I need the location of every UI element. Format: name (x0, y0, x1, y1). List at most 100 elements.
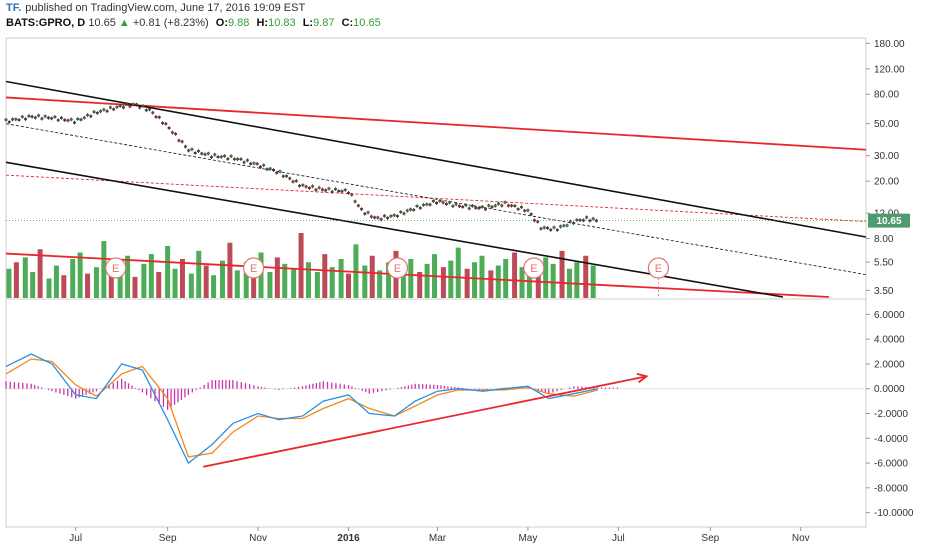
volume-bar (267, 272, 273, 298)
candle-body (229, 155, 233, 158)
price-tick-label: 30.00 (874, 151, 899, 162)
candle-body (383, 214, 386, 217)
earnings-marker-label: E (655, 263, 662, 275)
volume-bar (298, 233, 304, 298)
time-tick-label: Jul (69, 533, 82, 544)
volume-bar (148, 254, 154, 298)
candle-body (33, 116, 37, 119)
price-change: +0.81 (+8.23%) (132, 17, 209, 29)
candle-body (138, 106, 142, 109)
high-value: 10.83 (268, 17, 296, 29)
candle-body (542, 226, 546, 229)
candle-body (454, 203, 458, 206)
volume-bar (479, 255, 485, 298)
tradingview-logo[interactable]: TF. (6, 2, 22, 14)
candle-body (154, 115, 158, 118)
candle-body (321, 188, 324, 191)
candle-body (438, 199, 442, 202)
candle-body (441, 201, 445, 204)
earnings-marker (243, 257, 265, 279)
macd-tick-label: -8.0000 (874, 483, 908, 494)
candle-body (435, 202, 438, 205)
candle-body (415, 205, 419, 208)
volume-bar (53, 265, 59, 298)
volume-bar (274, 257, 280, 298)
candle-body (503, 201, 507, 204)
candle-body (11, 118, 14, 121)
candle-body (487, 204, 491, 207)
candle-body (526, 209, 530, 212)
volume-bar (6, 268, 12, 298)
volume-bar (369, 255, 375, 298)
volume-bar (30, 272, 36, 298)
candle-body (242, 161, 246, 164)
candle-body (272, 169, 275, 171)
macd-tick-label: 4.0000 (874, 335, 905, 346)
volume-bar (188, 273, 194, 298)
candle-body (510, 204, 514, 207)
candle-body (281, 175, 285, 178)
red-upper-trendline (5, 96, 867, 151)
candle-body (484, 208, 487, 211)
candle-body (37, 114, 41, 117)
volume-bar (417, 272, 423, 298)
volume-bar (550, 263, 556, 298)
earnings-marker (386, 257, 409, 279)
price-tick-label: 50.00 (874, 119, 899, 130)
symbol-label[interactable]: BATS:GPRO, D (6, 17, 86, 29)
candle-body (422, 203, 425, 206)
candle-body (27, 115, 31, 118)
candle-body (30, 115, 34, 118)
candle-body (369, 215, 373, 218)
candle-body (232, 158, 236, 161)
candle-body (379, 218, 383, 221)
candle-body (301, 184, 305, 187)
candle-body (418, 207, 422, 209)
candle-body (585, 216, 589, 219)
candle-body (304, 185, 308, 188)
candle-body (151, 111, 155, 114)
volume-bar (203, 265, 209, 298)
candle-body (66, 119, 70, 122)
volume-bar (338, 259, 344, 298)
close-value: 10.65 (353, 17, 381, 29)
candle-body (148, 108, 151, 111)
candle-body (102, 108, 106, 111)
red-mid-trendline (5, 174, 867, 222)
up-arrow-icon: ▲ (118, 17, 130, 29)
price-tick-label: 20.00 (874, 177, 899, 188)
trendlines[interactable] (5, 80, 867, 298)
candle-body (536, 220, 540, 223)
candle-body (275, 171, 279, 174)
earnings-marker (647, 257, 670, 279)
price-tick-label: 5.50 (874, 258, 894, 269)
candle-body (389, 215, 393, 218)
volume-bar (282, 263, 288, 298)
candle-body (239, 158, 243, 161)
candle-body (288, 177, 292, 180)
candle-body (523, 209, 527, 212)
candle-body (187, 149, 191, 152)
publish-text: published on TradingView.com, June 17, 2… (25, 2, 306, 14)
candle-body (7, 121, 11, 123)
time-tick-label: Jul (612, 533, 625, 544)
volume-bar (408, 259, 414, 298)
time-tick-label: Nov (792, 533, 810, 544)
candle-body (190, 148, 194, 151)
candle-body (50, 117, 54, 120)
volume-bar (424, 263, 430, 298)
candle-body (399, 211, 403, 213)
candle-body (562, 224, 566, 227)
candle-body (471, 204, 474, 207)
price-axis: 180.00120.0080.0050.0030.0020.0012.008.0… (866, 39, 905, 297)
candle-body (497, 202, 500, 205)
close-label: C: (341, 17, 354, 29)
volume-bar (488, 270, 494, 298)
volume-bar (243, 262, 249, 298)
candle-body (265, 168, 269, 171)
candle-body (490, 205, 494, 208)
low-value: 9.87 (313, 17, 335, 29)
volume-bar (117, 270, 123, 298)
